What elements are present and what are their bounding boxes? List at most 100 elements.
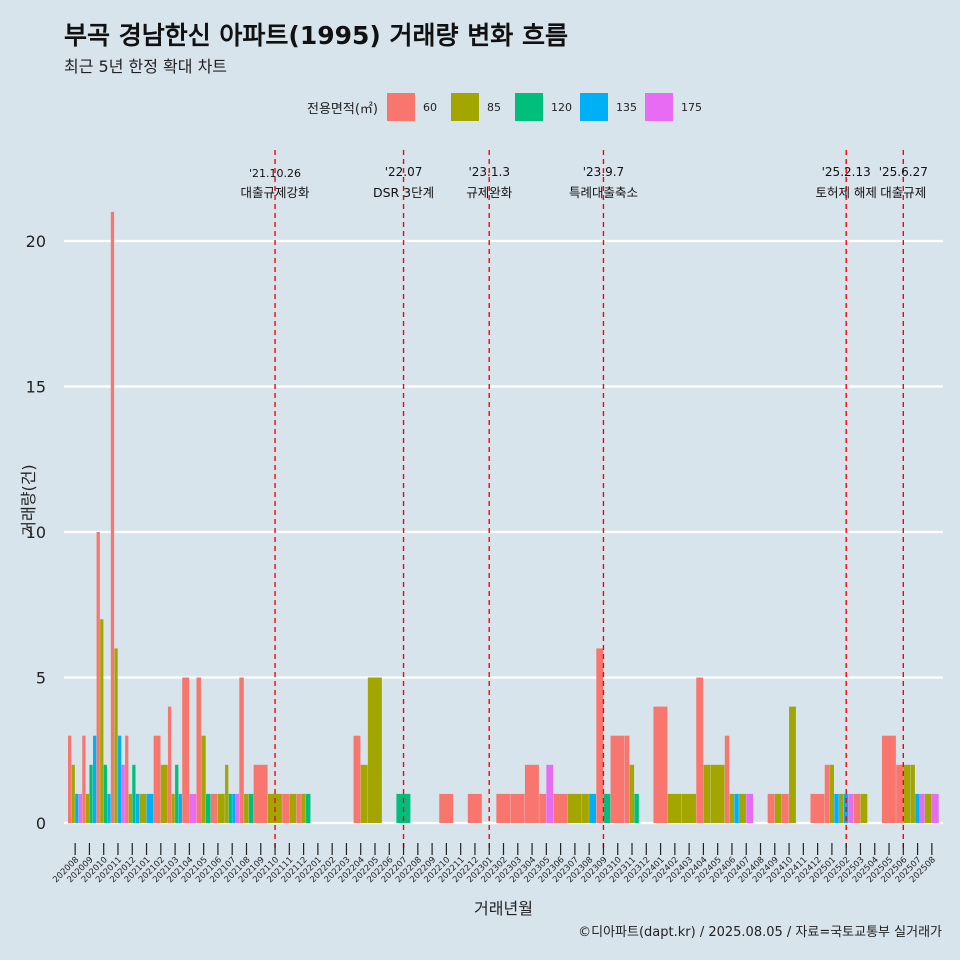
legend-label-60: 60 [422, 100, 437, 114]
bar-60-202111 [282, 793, 290, 823]
bar-120-202105 [206, 793, 211, 823]
bar-175-202507 [919, 793, 925, 823]
x-axis-title: 거래년월 [474, 899, 533, 918]
bar-175-202011 [121, 764, 125, 823]
bar-60-202410 [781, 793, 789, 823]
bar-60-202010 [96, 532, 100, 823]
bar-60-202212 [467, 793, 482, 823]
legend-item-60: 60 [386, 93, 443, 121]
bar-85-202407 [739, 793, 746, 823]
bar-85-202012 [128, 793, 132, 823]
bar-60-202501 [824, 764, 830, 823]
bar-85-202403 [681, 793, 696, 823]
chart-title: 부곡 경남한신 아파트(1995) 거래량 변화 흐름 [64, 21, 568, 50]
bar-175-202502 [848, 793, 854, 823]
bar-60-202309 [596, 648, 604, 823]
bar-135-202012 [135, 793, 140, 823]
bar-60-202310 [610, 735, 625, 823]
legend-item-85: 85 [450, 93, 507, 121]
bar-60-202012 [125, 735, 129, 823]
bar-85-202508 [924, 793, 932, 823]
bar-60-202009 [82, 735, 86, 823]
bar-60-202506 [896, 764, 903, 823]
bar-135-202009 [92, 735, 97, 823]
bar-60-202503 [853, 793, 861, 823]
bar-85-202410 [789, 706, 796, 823]
bar-120-202107 [228, 793, 232, 823]
bar-120-202012 [132, 764, 136, 823]
bar-135-202010 [107, 793, 111, 823]
bar-85-202402 [667, 793, 682, 823]
bar-60-202305 [539, 793, 547, 823]
bar-85-202108 [244, 793, 249, 823]
bar-60-202304 [524, 764, 539, 823]
event-name-label: DSR 3단계 [373, 185, 434, 200]
bar-135-202501 [834, 793, 839, 823]
bar-60-202109 [253, 764, 268, 823]
bar-85-202105 [201, 735, 206, 823]
legend-swatch-120 [514, 93, 543, 121]
bar-60-202406 [724, 735, 730, 823]
bar-175-202305 [546, 764, 554, 823]
bar-120-202010 [103, 764, 107, 823]
legend: 전용면적(㎡) 60 85 120 135 175 [307, 93, 710, 121]
event-date-label: '25.2.13 [822, 165, 871, 179]
bar-60-202401 [653, 706, 668, 823]
bar-60-202409 [767, 793, 775, 823]
bar-85-202404 [703, 764, 711, 823]
legend-label-120: 120 [550, 100, 572, 114]
bar-85-202011 [114, 648, 118, 823]
chart-subtitle: 최근 5년 한정 확대 차트 [64, 57, 228, 76]
legend-label-175: 175 [680, 100, 702, 114]
bar-85-202501 [829, 764, 834, 823]
event-date-label: '22.07 [385, 165, 423, 179]
bar-85-202102 [160, 764, 168, 823]
bar-175-202104 [189, 793, 197, 823]
bar-85-202111 [289, 793, 297, 823]
bar-60-202302 [496, 793, 511, 823]
legend-item-175: 175 [644, 93, 702, 121]
y-axis-title: 거래량(건) [19, 464, 38, 535]
bar-60-202106 [210, 793, 218, 823]
bar-85-202405 [710, 764, 725, 823]
bar-60-202105 [196, 677, 201, 823]
y-tick-label: 5 [36, 669, 46, 688]
event-name-label: 규제완화 [466, 185, 513, 200]
y-tick-label: 15 [26, 378, 46, 397]
bar-175-202008 [78, 793, 82, 823]
bar-85-202506 [903, 764, 911, 823]
bar-85-202101 [139, 793, 147, 823]
bar-85-202307 [567, 793, 582, 823]
legend-swatch-135 [579, 93, 608, 121]
bar-60-202102 [153, 735, 161, 823]
bar-85-202311 [629, 764, 635, 823]
legend-item-135: 135 [579, 93, 637, 121]
legend-swatch-85 [450, 93, 479, 121]
bar-120-202009 [89, 764, 93, 823]
legend-item-120: 120 [514, 93, 572, 121]
bar-120-202103 [175, 764, 179, 823]
bar-135-202011 [117, 735, 122, 823]
bar-135-202101 [146, 793, 154, 823]
bar-85-202107 [225, 764, 229, 823]
bar-85-202409 [774, 793, 782, 823]
bar-85-202406 [729, 793, 735, 823]
bar-60-202404 [696, 677, 704, 823]
bar-135-202103 [178, 793, 182, 823]
caption: ©디아파트(dapt.kr) / 2025.08.05 / 자료=국토교통부 실… [578, 925, 942, 940]
bar-85-202008 [71, 764, 75, 823]
bar-135-202507 [915, 793, 920, 823]
event-name-label: 특례대출축소 [569, 185, 638, 200]
bar-175-202508 [931, 793, 939, 823]
bar-85-202204 [360, 764, 368, 823]
bar-85-202503 [860, 793, 868, 823]
legend-title: 전용면적(㎡) [307, 101, 378, 117]
bar-85-202502 [839, 793, 844, 823]
bar-60-202108 [239, 677, 244, 823]
bar-120-202311 [634, 793, 639, 823]
bar-85-202106 [217, 793, 225, 823]
bar-60-202112 [296, 793, 301, 823]
event-date-label: '23.9.7 [583, 165, 624, 179]
